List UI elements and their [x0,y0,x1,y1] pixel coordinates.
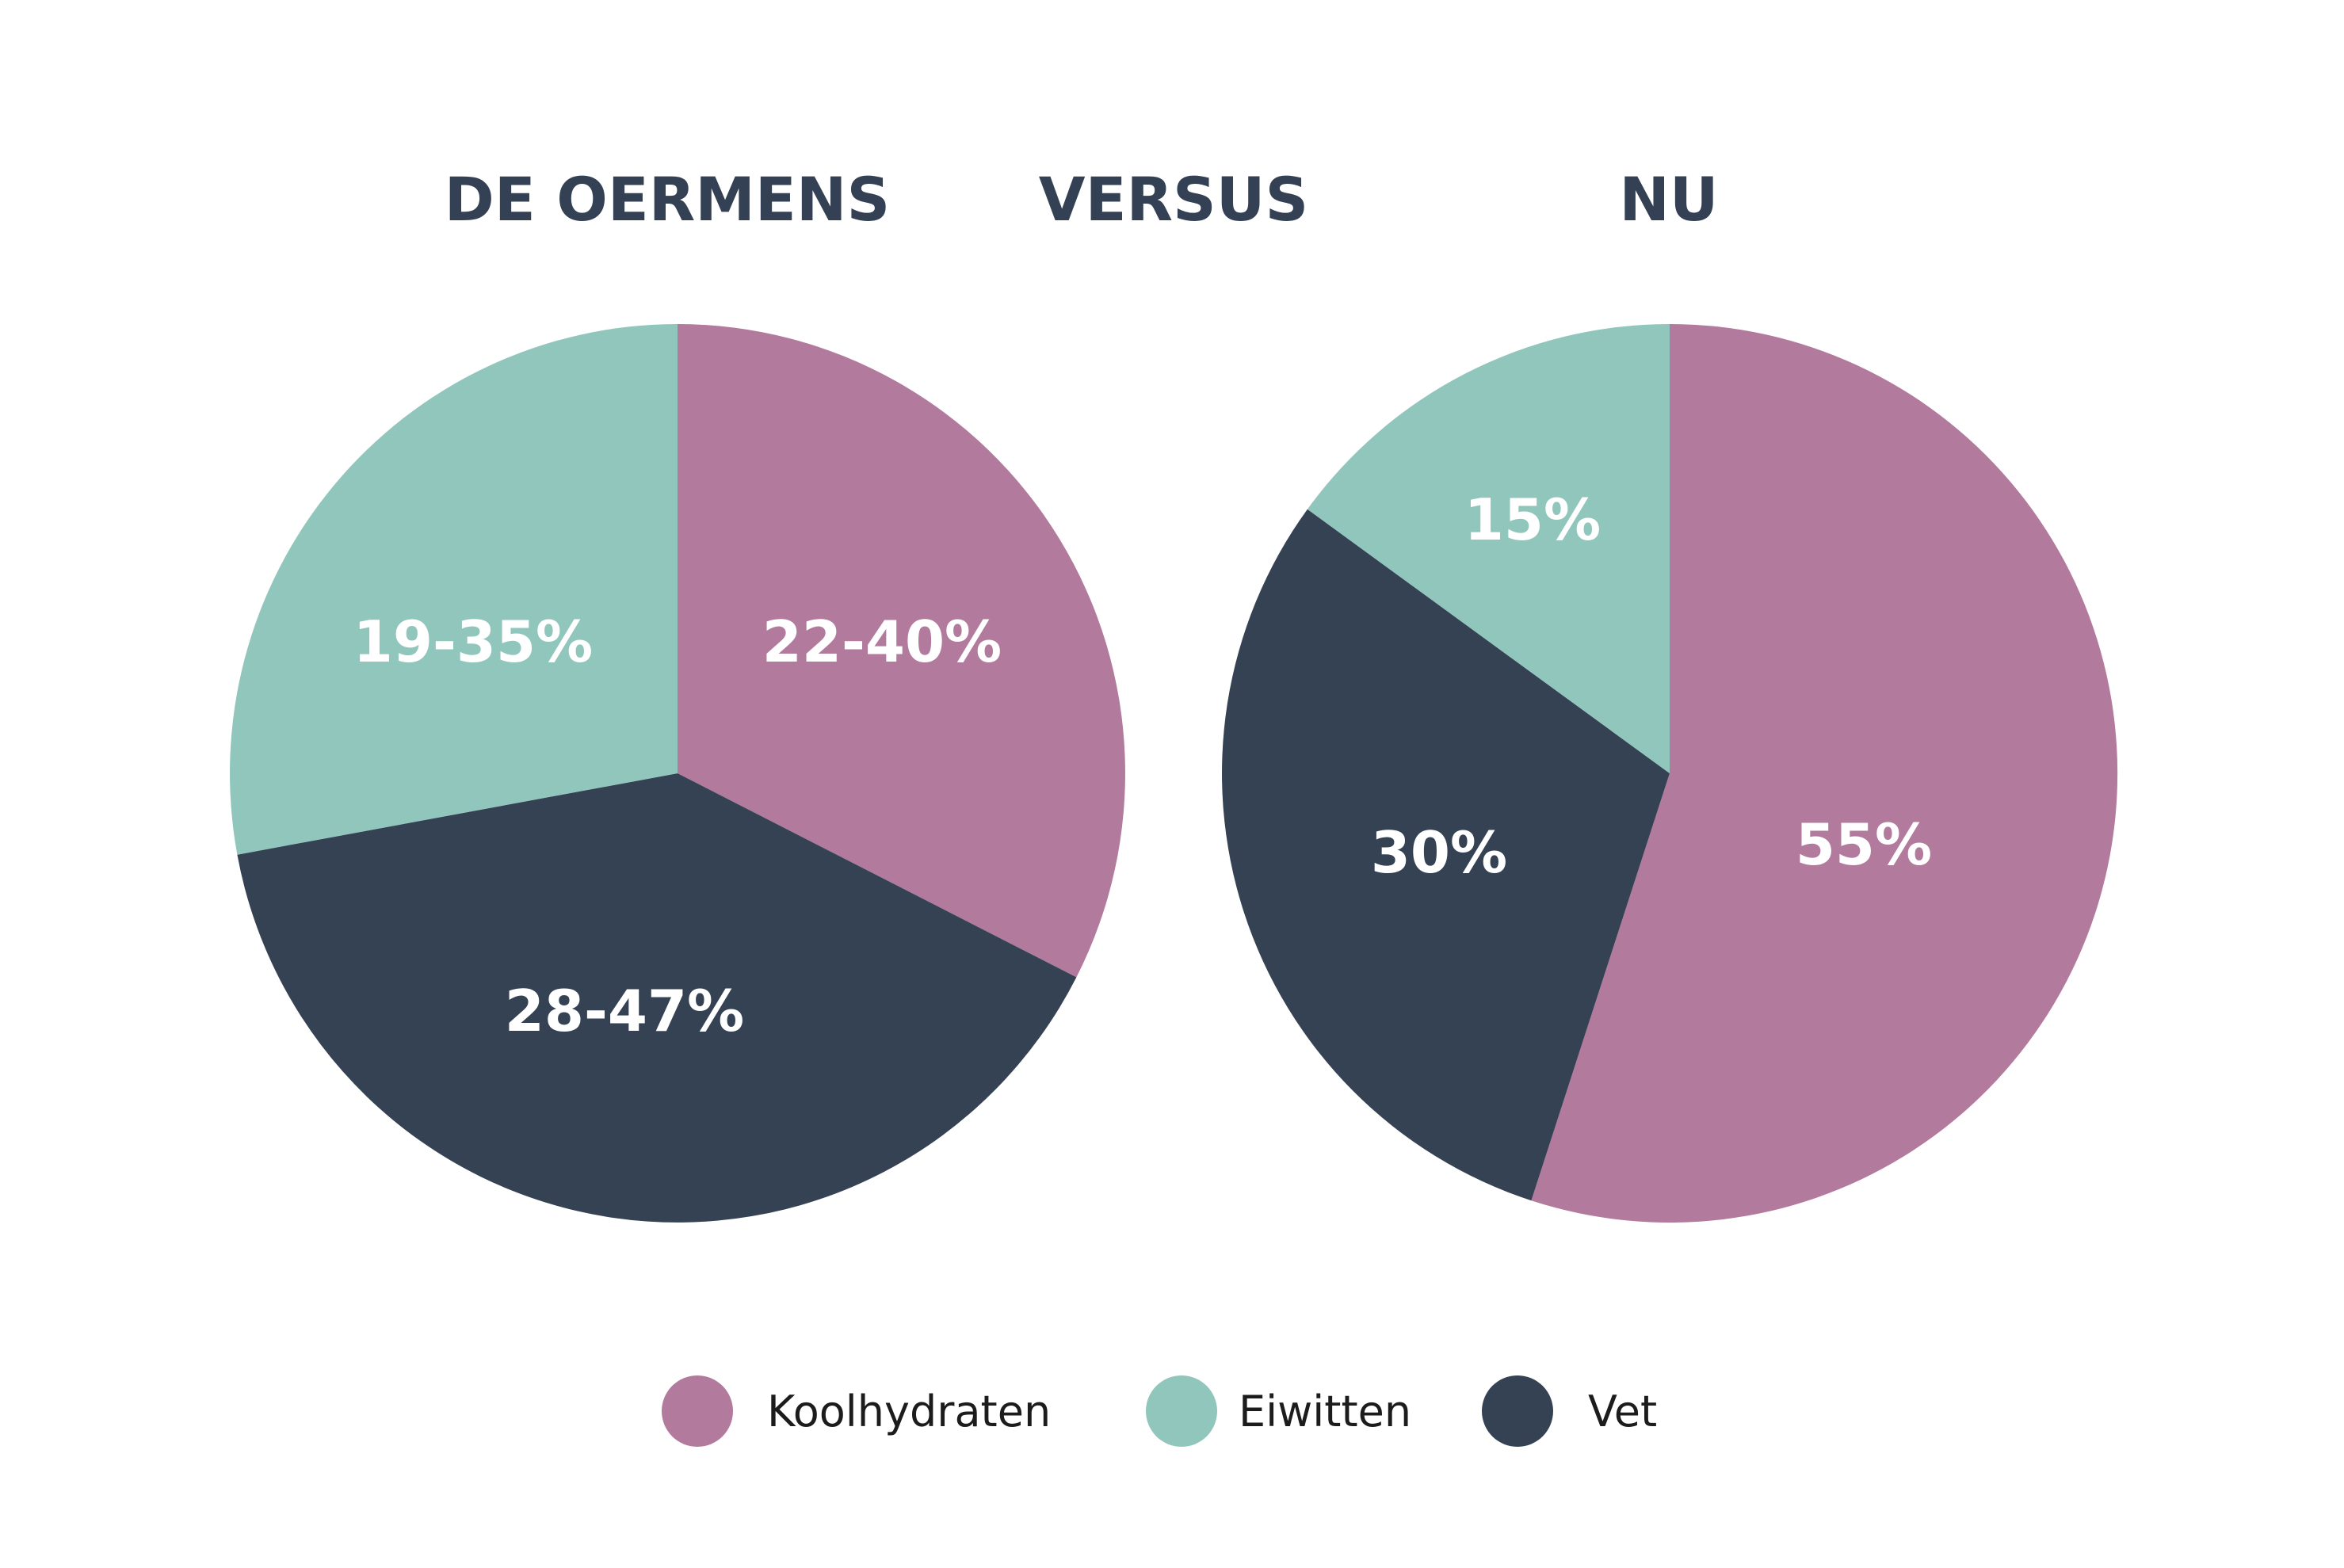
data-label-nu-koolhydraten: 55% [1796,811,1932,878]
legend-swatch-koolhydraten [662,1375,733,1447]
data-label-oermens-koolhydraten: 22-40% [762,609,1002,675]
data-label-nu-eiwitten: 15% [1464,486,1601,553]
legend-label-vet: Vet [1588,1387,1657,1436]
pie-chart-de-oermens: 22-40% 28-47% 19-35% [230,324,1125,1223]
legend-item-vet: Vet [1482,1375,1657,1447]
legend-item-koolhydraten: Koolhydraten [662,1375,1051,1447]
legend-swatch-eiwitten [1146,1375,1217,1447]
legend-swatch-vet [1482,1375,1553,1447]
heading-right: NU [1619,164,1718,235]
pie-slice-nu-eiwitten [1307,324,1670,773]
legend-item-eiwitten: Eiwitten [1146,1375,1411,1447]
pie-slice-oermens-eiwitten [230,324,678,855]
pie-chart-nu: 55% 30% 15% [1222,324,2118,1223]
pie-slice-oermens-koolhydraten [678,324,1125,978]
pie-slice-nu-vet [1222,509,1670,1201]
legend: Koolhydraten Eiwitten Vet [662,1375,1657,1447]
data-label-oermens-vet: 28-47% [505,978,744,1044]
heading-left: DE OERMENS [445,164,890,235]
data-label-nu-vet: 30% [1371,819,1507,886]
pie-slice-nu-koolhydraten [1531,324,2118,1223]
legend-label-eiwitten: Eiwitten [1239,1387,1411,1436]
pie-slice-oermens-vet [237,773,1077,1223]
data-label-oermens-eiwitten: 19-35% [353,609,593,675]
legend-label-koolhydraten: Koolhydraten [767,1387,1051,1436]
heading-middle: VERSUS [1039,164,1308,235]
